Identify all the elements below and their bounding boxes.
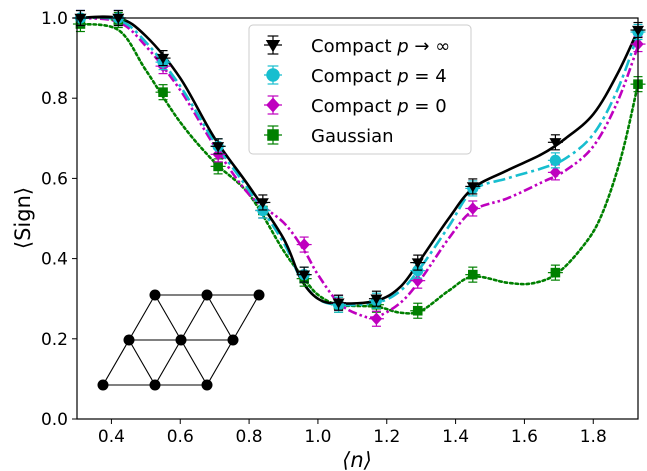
- marker-triangle-down: [370, 294, 383, 305]
- y-tick-label: 0.2: [41, 330, 68, 350]
- y-axis-title: ⟨Sign⟩: [11, 187, 35, 249]
- lattice-bond: [102, 339, 130, 386]
- y-tick-label: 0.0: [41, 410, 68, 430]
- marker-square: [467, 269, 478, 280]
- lattice-bond: [180, 294, 208, 341]
- data-point-compact-p-0-9: [465, 200, 481, 217]
- marker-square: [213, 161, 223, 172]
- x-tick-label: 1.2: [373, 427, 400, 447]
- data-point-gaussian-9: [465, 266, 481, 283]
- x-axis-title: ⟨n⟩: [342, 448, 372, 471]
- y-tick-label: 0.8: [41, 89, 68, 109]
- lattice-bond: [128, 339, 156, 386]
- data-point-compact-p-10: [547, 134, 563, 151]
- legend-label-gaussian: Gaussian: [311, 126, 394, 147]
- lattice-bond: [154, 339, 182, 386]
- data-point-gaussian-8: [410, 302, 426, 319]
- x-tick-label: 1.4: [442, 427, 469, 447]
- x-tick-label: 1.0: [304, 427, 331, 447]
- marker-diamond: [412, 274, 424, 287]
- data-point-compact-p-9: [465, 178, 481, 195]
- lattice-site: [123, 334, 135, 346]
- lattice-site: [97, 379, 109, 391]
- legend-label-compact-p-0: Compact p = 0: [311, 96, 447, 117]
- legend-marker-compact-p: [264, 35, 282, 55]
- marker-triangle-down: [549, 138, 562, 149]
- data-point-compact-p-0-5: [296, 236, 312, 253]
- data-point-compact-p-7: [368, 290, 384, 307]
- x-axis-ticks: 0.4 0.6 0.8 1.0 1.2 1.4 1.6 1.8: [98, 419, 607, 447]
- lattice-site: [227, 334, 239, 346]
- marker-diamond: [298, 238, 310, 251]
- marker-diamond: [549, 166, 562, 179]
- x-tick-label: 0.8: [236, 427, 263, 447]
- y-tick-label: 1.0: [41, 9, 68, 29]
- marker-triangle-down: [74, 13, 87, 24]
- legend-marker-gaussian: [264, 125, 282, 145]
- legend-marker-compact-p-4: [264, 65, 282, 85]
- marker-triangle-down: [466, 182, 479, 193]
- lattice-site: [201, 289, 213, 301]
- data-point-compact-p-3: [210, 138, 226, 155]
- marker-triangle-down: [157, 53, 170, 65]
- lattice-bond: [128, 294, 156, 341]
- marker-triangle-down: [256, 198, 269, 209]
- marker-diamond: [266, 97, 280, 113]
- marker-triangle-down: [212, 142, 225, 153]
- lattice-site: [149, 289, 161, 301]
- legend-label-compact-p-4: Compact p = 4: [311, 66, 447, 87]
- marker-circle: [549, 154, 562, 166]
- lattice-bond: [232, 294, 260, 341]
- marker-diamond: [467, 202, 479, 215]
- y-tick-label: 0.6: [41, 169, 68, 189]
- legend-marker-compact-p-0: [264, 95, 282, 115]
- x-tick-label: 1.8: [580, 427, 607, 447]
- legend-label-compact-p: Compact p → ∞: [311, 36, 450, 57]
- lattice-bond: [206, 294, 234, 341]
- data-point-compact-p-8: [410, 254, 426, 271]
- legend: Compact p → ∞ Compact p = 4 Compact p = 0 G…: [248, 24, 472, 155]
- x-tick-label: 0.6: [167, 427, 194, 447]
- lattice-site: [253, 289, 265, 301]
- x-tick-label: 1.6: [511, 427, 538, 447]
- lattice-site: [149, 379, 161, 391]
- y-axis-ticks: 0.0 0.2 0.4 0.6 0.8 1.0: [41, 9, 77, 430]
- lattice-bond: [154, 294, 182, 341]
- marker-triangle-down: [112, 13, 125, 24]
- data-point-compact-p-5: [296, 266, 312, 283]
- x-tick-label: 0.4: [98, 427, 125, 447]
- marker-square: [267, 129, 279, 141]
- lattice-site: [201, 379, 213, 391]
- marker-square: [412, 305, 423, 316]
- series-line-gaussian: [75, 22, 640, 315]
- legend-box: [248, 24, 472, 155]
- lattice-bond: [180, 339, 208, 386]
- marker-square: [158, 87, 168, 97]
- data-point-compact-p-2: [155, 49, 171, 67]
- y-tick-label: 0.4: [41, 250, 68, 270]
- series-line-compact-p-0: [76, 16, 640, 319]
- marker-circle: [266, 68, 280, 82]
- marker-triangle-down: [265, 39, 281, 53]
- data-point-gaussian-10: [547, 264, 563, 281]
- marker-square: [550, 267, 561, 278]
- data-point-compact-p-4-10: [547, 152, 563, 169]
- plot-frame: [76, 17, 639, 420]
- lattice-site: [175, 334, 187, 346]
- data-point-gaussian-2: [155, 84, 171, 101]
- data-point-compact-p-4: [255, 194, 271, 211]
- marker-triangle-down: [411, 258, 424, 269]
- lattice-inset: [97, 289, 265, 391]
- marker-triangle-down: [298, 270, 311, 281]
- marker-triangle-down: [332, 298, 345, 309]
- marker-diamond: [370, 312, 383, 326]
- lattice-bond: [206, 339, 234, 386]
- data-point-compact-p-6: [331, 294, 347, 311]
- data-point-compact-p-0-7: [368, 310, 384, 327]
